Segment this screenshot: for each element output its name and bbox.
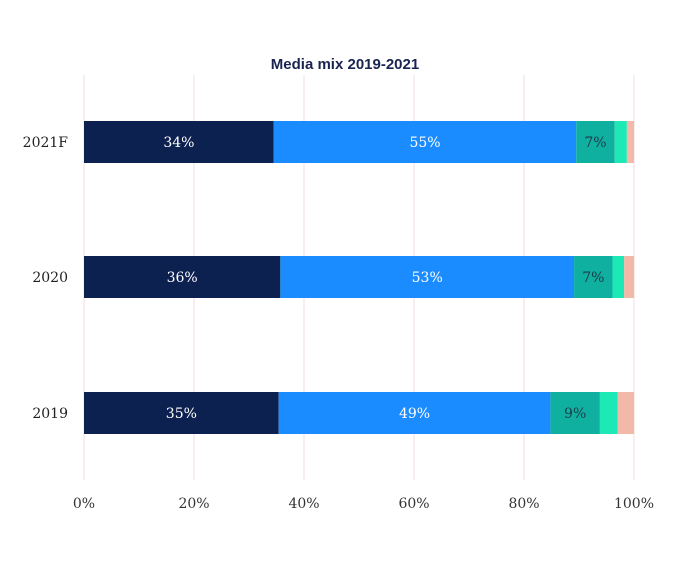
category-axis: 2021F 2020 2019 <box>23 135 69 422</box>
bar-segment <box>612 256 625 298</box>
category-label: 2019 <box>32 406 68 422</box>
bar-segment <box>599 392 618 434</box>
x-tick-label: 40% <box>288 496 319 512</box>
category-label: 2021F <box>23 135 69 151</box>
bar-segment <box>550 392 600 434</box>
bar-segment <box>617 392 634 434</box>
bar-segment <box>84 256 281 298</box>
category-label: 2020 <box>32 270 68 286</box>
data-label: 49% <box>399 406 430 422</box>
data-label: 55% <box>409 135 440 151</box>
bar-segment <box>278 392 551 434</box>
x-tick-label: 0% <box>73 496 95 512</box>
bar-segments <box>84 121 634 434</box>
bar-segment <box>576 121 615 163</box>
data-label: 36% <box>167 270 198 286</box>
bar-segment <box>614 121 627 163</box>
x-tick-label: 20% <box>178 496 209 512</box>
bar-segment <box>84 392 279 434</box>
chart-title: Media mix 2019-2021 <box>271 56 419 73</box>
bar-segment <box>273 121 577 163</box>
bar-segment <box>84 121 274 163</box>
bar-segment <box>626 121 634 163</box>
bar-segment <box>624 256 634 298</box>
value-axis: 0% 20% 40% 60% 80% 100% <box>73 496 654 512</box>
data-label: 9% <box>564 406 586 422</box>
data-labels: 34% 55% 7% 36% 53% 7% 35% 49% 9% <box>163 135 606 422</box>
bar-segment <box>574 256 613 298</box>
bar-segment <box>280 256 575 298</box>
x-tick-label: 60% <box>398 496 429 512</box>
x-tick-label: 100% <box>614 496 654 512</box>
data-label: 53% <box>412 270 443 286</box>
data-label: 7% <box>584 135 606 151</box>
x-tick-label: 80% <box>508 496 539 512</box>
data-label: 35% <box>166 406 197 422</box>
data-label: 34% <box>163 135 194 151</box>
data-label: 7% <box>582 270 604 286</box>
